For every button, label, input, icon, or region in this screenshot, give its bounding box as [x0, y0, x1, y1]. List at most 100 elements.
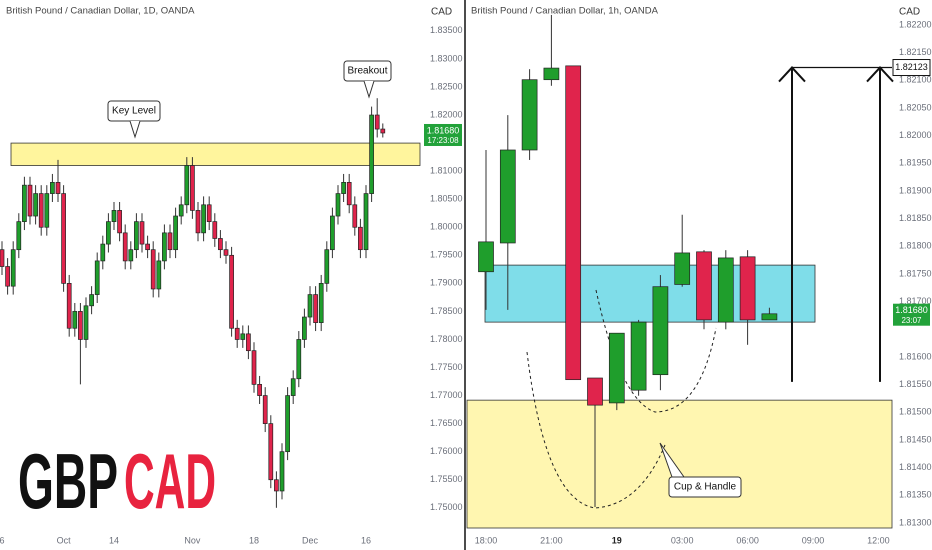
y-tick-label: 1.78500: [430, 306, 463, 316]
candle-body: [274, 479, 279, 492]
y-tick-label: 1.81800: [899, 241, 932, 251]
candle-body: [478, 241, 494, 273]
candle-body: [27, 184, 33, 217]
candle-body: [229, 254, 234, 329]
countdown: 17:23:08: [427, 136, 459, 145]
candle-body: [717, 257, 734, 323]
callout: Cup & Handle: [659, 442, 742, 498]
candle-body: [44, 193, 50, 228]
candle-body: [279, 451, 285, 492]
target-label: 1.82123: [895, 62, 928, 72]
candle-body: [78, 311, 83, 340]
y-tick-label: 1.81700: [899, 296, 932, 306]
candle-body: [739, 256, 756, 321]
candle-body: [341, 182, 346, 194]
candle-body: [22, 184, 27, 222]
y-tick-label: 1.82000: [430, 109, 463, 119]
y-tick-label: 1.77500: [430, 362, 463, 372]
candle-body: [543, 67, 560, 81]
candle-body: [223, 249, 229, 256]
callout-text: Breakout: [347, 66, 387, 77]
y-tick-label: 1.81400: [899, 462, 932, 472]
candle-body: [206, 204, 212, 222]
price-label-box: [893, 303, 930, 326]
y-tick-label: 1.79000: [430, 278, 463, 288]
candle-body: [285, 395, 290, 453]
y-tick-label: 1.77000: [430, 390, 463, 400]
price-label-box: [424, 123, 462, 146]
y-tick-label: 1.82100: [899, 75, 932, 85]
chart-title: British Pound / Canadian Dollar, 1h, OAN…: [471, 6, 659, 17]
candle-body: [5, 266, 10, 287]
candle-body: [587, 377, 603, 406]
candle-body: [240, 333, 246, 340]
candle-body: [380, 128, 386, 134]
candle-body: [268, 423, 274, 481]
candle-body: [369, 114, 374, 194]
zone: [466, 399, 893, 529]
x-tick-label: 06:00: [736, 535, 759, 545]
y-tick-label: 1.81950: [899, 158, 932, 168]
y-tick-label: 1.81300: [899, 517, 932, 527]
x-tick-label: 18: [249, 535, 259, 545]
candle-body: [156, 260, 162, 290]
x-tick-label: 03:00: [671, 535, 694, 545]
y-tick-label: 1.83500: [430, 25, 463, 35]
zone: [10, 142, 421, 166]
candle-body: [313, 294, 318, 323]
callout-pointer: [129, 120, 141, 139]
y-tick-label: 1.80000: [430, 222, 463, 232]
candle-body: [117, 210, 122, 234]
candle-body: [167, 232, 173, 251]
y-tick-label: 1.81900: [899, 185, 932, 195]
candle-body: [330, 215, 335, 251]
candle-body: [374, 114, 380, 130]
arrow-head: [866, 66, 894, 83]
candle-body: [652, 286, 669, 376]
candle-body: [499, 149, 516, 244]
x-tick-label: Nov: [184, 535, 201, 545]
y-tick-label: 1.81450: [899, 434, 932, 444]
candle-body: [83, 305, 89, 340]
y-tick-label: 1.81500: [899, 407, 932, 417]
candle-body: [195, 210, 201, 234]
y-tick-label: 1.76000: [430, 446, 463, 456]
callout-text: Key Level: [112, 106, 156, 117]
price-label: 1.81680: [427, 125, 460, 135]
y-tick-label: 1.82200: [899, 19, 932, 29]
candle-body: [94, 260, 100, 295]
candle-body: [61, 193, 66, 284]
candle-body: [16, 221, 22, 251]
candle-body: [352, 204, 358, 228]
x-tick-label: 16: [361, 535, 371, 545]
y-tick-label: 1.75500: [430, 474, 463, 484]
candle-body: [89, 294, 94, 307]
candle-body: [290, 378, 296, 396]
candle-body: [10, 249, 16, 287]
callout: Key Level: [107, 100, 161, 139]
candle-body: [150, 249, 156, 290]
candle-body: [262, 395, 268, 424]
candle-body: [218, 238, 223, 251]
candle-body: [363, 193, 369, 251]
x-tick-label: 18:00: [475, 535, 498, 545]
candle-body: [296, 339, 302, 380]
callout: Breakout: [343, 60, 392, 99]
y-tick-label: 1.82000: [899, 130, 932, 140]
y-tick-label: 1.79500: [430, 250, 463, 260]
x-tick-label: 14: [109, 535, 119, 545]
hourly-chart: 1.81300 1.81350 1.81400 1.81450 1.81500 1.815…: [466, 14, 932, 545]
countdown: 23:07: [901, 316, 922, 325]
candle-body: [358, 226, 363, 251]
candle-body: [33, 193, 38, 217]
candle-body: [246, 333, 251, 352]
x-tick-label: Dec: [302, 535, 319, 545]
x-tick-label: 6: [0, 535, 5, 545]
x-tick-label: Oct: [57, 535, 72, 545]
callout-pointer: [659, 442, 685, 478]
y-tick-label: 1.75000: [430, 502, 463, 512]
candle-body: [122, 232, 128, 262]
y-tick-label: 1.83000: [430, 53, 463, 63]
candle-body: [184, 165, 190, 206]
candle-body: [201, 204, 206, 234]
